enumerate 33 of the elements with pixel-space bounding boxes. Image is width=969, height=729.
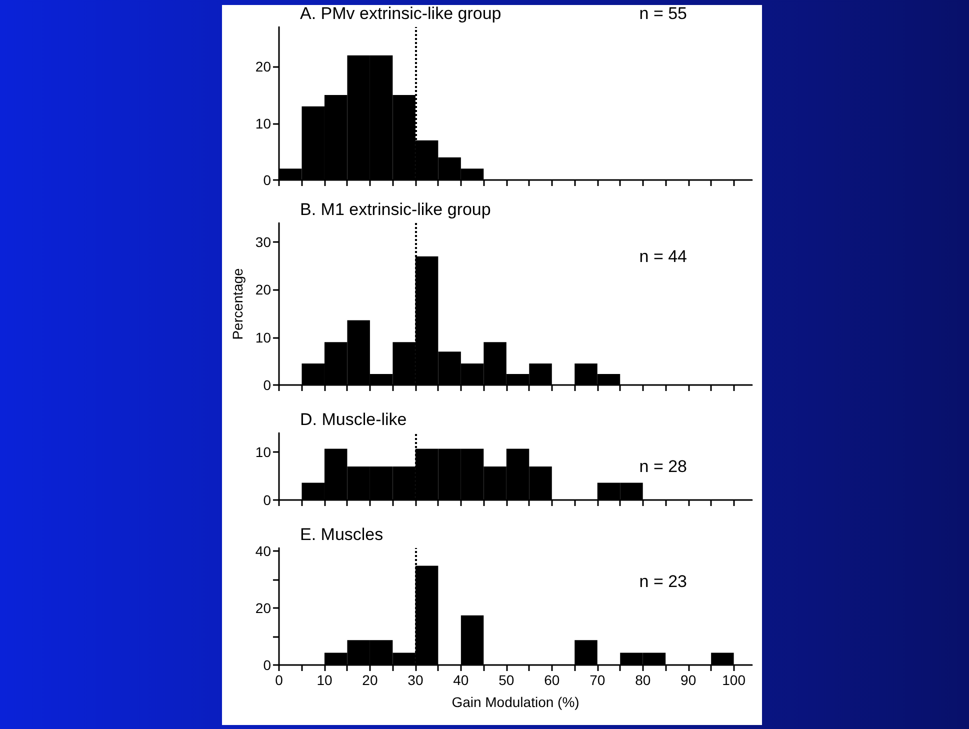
y-tick-label: 20 (255, 600, 272, 616)
x-tick-label: 70 (590, 672, 606, 688)
x-tick-label: 50 (498, 672, 514, 688)
x-tick-label: 0 (275, 672, 284, 688)
y-tick-label: 0 (263, 377, 272, 393)
annotation: n = 44 (639, 247, 688, 266)
y-tick-label: 10 (255, 444, 272, 460)
y-tick-label: 10 (255, 115, 272, 132)
y-tick-label: 20 (255, 58, 272, 75)
y-tick-label: 40 (255, 542, 272, 559)
x-tick-label: 30 (408, 672, 424, 688)
chart-title: A. PMv extrinsic-like group (300, 4, 502, 23)
x-tick-label: 80 (635, 672, 651, 688)
y-tick-label: 0 (263, 172, 272, 188)
x-tick-label: 100 (722, 672, 746, 688)
chart-title: E. Muscles (300, 525, 384, 544)
y-tick-label: 10 (255, 329, 272, 346)
annotation: n = 23 (639, 572, 688, 591)
text: n = 55 (639, 4, 688, 23)
x-tick-label: 60 (544, 672, 560, 688)
x-tick-label: 90 (680, 672, 696, 688)
x-tick-label: 40 (453, 672, 469, 688)
y-tick-label: 30 (255, 234, 272, 250)
chart-title: D. Muscle-like (300, 410, 407, 429)
y-tick-label: 0 (263, 657, 272, 673)
y-tick-label: 20 (255, 282, 272, 298)
chart-title: B. M1 extrinsic-like group (300, 200, 491, 219)
y-tick-label: 0 (263, 492, 272, 508)
x-tick-label: 20 (362, 672, 378, 688)
y-axis-title: Percentage (230, 268, 246, 340)
x-axis-title: Gain Modulation (%) (452, 694, 580, 710)
x-tick-label: 10 (316, 672, 332, 688)
annotation: n = 28 (639, 457, 688, 476)
